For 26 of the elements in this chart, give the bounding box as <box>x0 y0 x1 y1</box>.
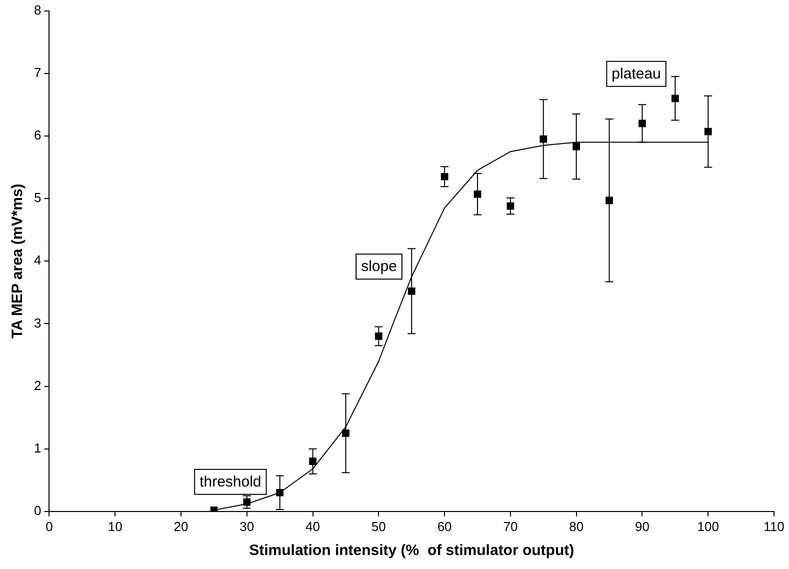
x-tick-label: 40 <box>306 518 320 534</box>
y-axis-title: TA MEP area (mV*ms) <box>9 184 26 338</box>
y-tick-label: 8 <box>34 2 42 18</box>
annotation: slope <box>361 258 397 276</box>
y-tick-label: 1 <box>34 440 42 456</box>
y-tick-label: 5 <box>34 190 42 206</box>
x-axis-title: Stimulation intensity (% of stimulator output) <box>249 542 574 560</box>
x-tick-label: 90 <box>634 518 650 534</box>
x-tick-label: 30 <box>240 518 254 534</box>
y-tick-label: 6 <box>34 128 42 143</box>
y-tick-label: 7 <box>34 64 42 80</box>
x-tick-label: 50 <box>371 518 386 534</box>
x-tick-label: 100 <box>697 518 719 534</box>
x-tick-label: 10 <box>108 518 122 534</box>
x-tick-label: 60 <box>437 518 452 534</box>
annotation: plateau <box>612 66 661 83</box>
y-tick-label: 3 <box>34 315 42 330</box>
x-tick-label: 80 <box>569 518 584 534</box>
x-tick-label: 70 <box>503 518 518 534</box>
x-tick-label: 110 <box>764 518 784 534</box>
x-tick-label: 20 <box>174 518 188 534</box>
y-tick-label: 4 <box>34 252 42 268</box>
y-tick-label: 2 <box>34 378 42 393</box>
y-tick-label: 0 <box>34 502 42 518</box>
x-tick-label: 0 <box>46 518 53 534</box>
annotation: threshold <box>200 474 262 491</box>
